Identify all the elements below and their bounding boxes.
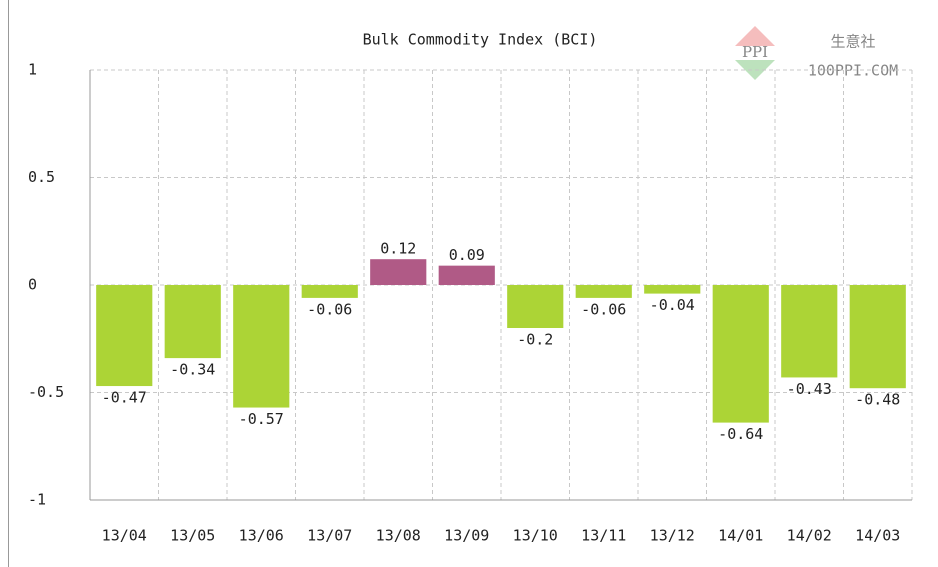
value-label: -0.57	[239, 410, 284, 428]
value-label: 0.09	[449, 246, 485, 264]
bar	[644, 285, 701, 294]
x-tick-label: 13/11	[581, 527, 626, 545]
x-tick-label: 13/04	[102, 527, 147, 545]
bar	[849, 285, 906, 389]
value-label: -0.64	[718, 425, 763, 443]
bar	[301, 285, 358, 298]
value-label: -0.48	[855, 391, 900, 409]
bar	[96, 285, 153, 387]
x-tick-label: 14/03	[855, 527, 900, 545]
x-tick-label: 13/10	[513, 527, 558, 545]
x-tick-label: 14/01	[718, 527, 763, 545]
x-tick-label: 13/08	[376, 527, 421, 545]
watermark-logo: PPI	[742, 43, 768, 61]
bar	[781, 285, 838, 378]
bar	[438, 265, 495, 285]
value-label: -0.43	[787, 380, 832, 398]
value-label: -0.06	[581, 300, 626, 318]
x-tick-label: 14/02	[787, 527, 832, 545]
y-tick-label: -0.5	[28, 383, 64, 401]
chart-title: Bulk Commodity Index (BCI)	[363, 31, 598, 49]
bar	[370, 259, 427, 285]
y-tick-label: 1	[28, 61, 37, 79]
bar	[507, 285, 564, 328]
y-tick-label: 0	[28, 276, 37, 294]
value-label: -0.34	[170, 361, 215, 379]
watermark-name: 生意社	[830, 33, 875, 51]
x-tick-label: 13/06	[239, 527, 284, 545]
bar	[233, 285, 290, 408]
bar	[164, 285, 221, 359]
y-tick-label: 0.5	[28, 168, 55, 186]
value-label: -0.47	[102, 389, 147, 407]
value-label: -0.06	[307, 300, 352, 318]
logo-top	[735, 26, 775, 46]
value-label: -0.04	[650, 296, 695, 314]
x-tick-label: 13/12	[650, 527, 695, 545]
bar	[575, 285, 632, 298]
x-tick-label: 13/07	[307, 527, 352, 545]
x-tick-label: 13/09	[444, 527, 489, 545]
value-label: 0.12	[380, 240, 416, 258]
value-label: -0.2	[517, 331, 553, 349]
bar	[712, 285, 769, 423]
x-tick-label: 13/05	[170, 527, 215, 545]
y-tick-label: -1	[28, 491, 46, 509]
